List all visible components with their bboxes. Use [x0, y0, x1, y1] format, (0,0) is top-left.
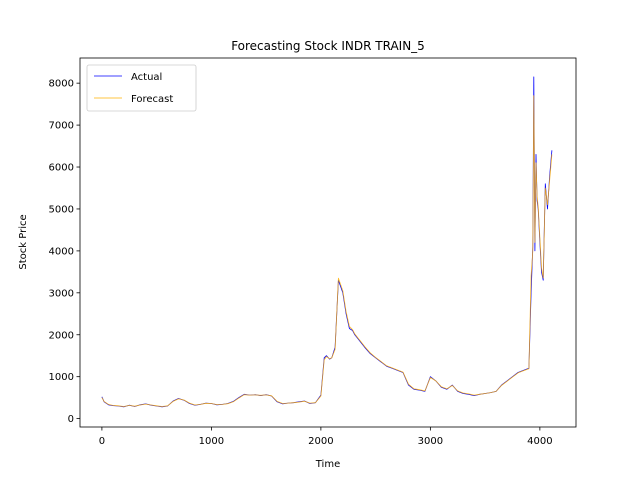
- y-tick-label: 7000: [49, 121, 74, 132]
- legend: Actual Forecast: [86, 64, 197, 112]
- plot-lines: [101, 76, 553, 408]
- y-tick-label: 2000: [49, 330, 74, 341]
- x-axis-label: Time: [315, 459, 340, 470]
- y-tick-label: 4000: [49, 246, 74, 257]
- plot-frame: [79, 57, 577, 428]
- y-tick-label: 8000: [49, 79, 74, 90]
- chart-title: Forecasting Stock INDR TRAIN_5: [231, 39, 425, 53]
- legend-forecast-label: Forecast: [131, 94, 173, 105]
- x-tick-label: 2000: [308, 436, 333, 447]
- y-tick-label: 0: [68, 414, 74, 425]
- legend-actual-label: Actual: [131, 72, 162, 83]
- x-tick-label: 4000: [527, 436, 552, 447]
- legend-box: [86, 64, 197, 112]
- y-tick-label: 3000: [49, 288, 74, 299]
- x-tick-label: 1000: [199, 436, 224, 447]
- y-tick-label: 6000: [49, 163, 74, 174]
- y-tick-label: 5000: [49, 204, 74, 215]
- series-line-forecast: [101, 95, 553, 407]
- y-tick-label: 1000: [49, 372, 74, 383]
- y-axis-ticks: 0 1000 2000 3000 4000 5000 6000 7000 8000: [49, 79, 80, 425]
- x-tick-label: 0: [99, 436, 105, 447]
- x-axis-ticks: 0 1000 2000 3000 4000: [99, 427, 553, 447]
- y-axis-label: Stock Price: [18, 214, 29, 269]
- x-tick-label: 3000: [418, 436, 443, 447]
